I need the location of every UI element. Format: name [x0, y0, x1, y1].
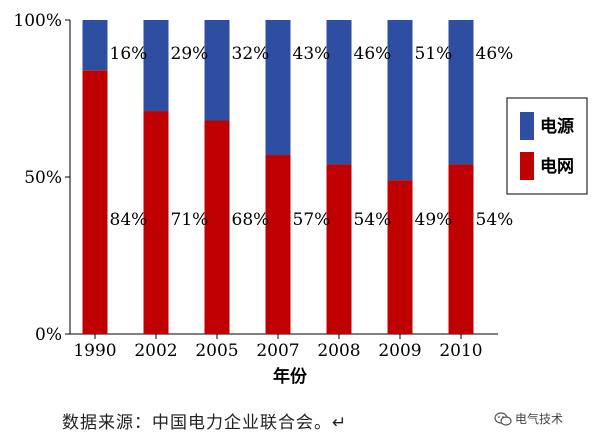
data-label-grid: 54% [476, 210, 514, 230]
data-label-grid: 84% [110, 210, 148, 230]
data-label-grid: 54% [354, 210, 392, 230]
bar-labels: 16% 84% 29% 71% 32% 68% 43% 57% 46% 54% 51% 49% 46% 5… [110, 44, 514, 230]
bar-grid [265, 155, 291, 334]
x-tick-label: 2008 [317, 341, 360, 361]
bar-source [265, 20, 291, 156]
legend-box [506, 97, 588, 195]
x-tick-label: 2009 [378, 341, 421, 361]
data-label-source: 16% [110, 44, 148, 64]
data-label-source: 51% [415, 44, 453, 64]
x-tick-label: 1990 [73, 341, 116, 361]
bar-source [448, 20, 474, 165]
legend-swatch [520, 152, 534, 180]
bar-source [143, 20, 169, 112]
legend-label: 电源 [540, 116, 574, 137]
x-tick-label: 2002 [134, 341, 177, 361]
y-tick-label: 0% [35, 325, 62, 345]
data-label-source: 32% [232, 44, 270, 64]
watermark: 电气技术 [494, 410, 563, 427]
data-label-grid: 49% [415, 210, 453, 230]
x-tick-label: 2010 [439, 341, 482, 361]
bar-grid [448, 164, 474, 334]
watermark-text: 电气技术 [515, 412, 564, 426]
bar-grid [143, 111, 169, 334]
data-label-source: 43% [293, 44, 331, 64]
bar-source [387, 20, 413, 181]
data-label-source: 46% [354, 44, 392, 64]
bar-grid [326, 164, 352, 334]
bar-source [82, 20, 108, 71]
bar-source [204, 20, 230, 121]
y-tick-label: 50% [24, 168, 62, 188]
x-axis-title: 年份 [273, 366, 308, 387]
data-label-grid: 57% [293, 210, 331, 230]
wechat-icon [494, 411, 512, 426]
bar-source [326, 20, 352, 165]
bars [82, 20, 474, 335]
y-tick-label: 100% [13, 11, 62, 31]
data-label-source: 29% [171, 44, 209, 64]
data-label-source: 46% [476, 44, 514, 64]
stacked-bar-chart: 0% 50% 100% 16% 84% 29% 71% 32% 68% 43% 57% 46% 54%… [13, 11, 588, 387]
bar-grid [204, 120, 230, 334]
source-note: 数据来源：中国电力企业联合会。↵ [62, 413, 348, 433]
legend-swatch [520, 112, 534, 140]
y-ticks: 0% 50% 100% [13, 11, 70, 345]
x-tick-label: 2005 [195, 341, 238, 361]
data-label-grid: 71% [171, 210, 209, 230]
bar-grid [387, 180, 413, 334]
data-label-grid: 68% [232, 210, 270, 230]
bar-grid [82, 70, 108, 335]
x-tick-label: 2007 [256, 341, 299, 361]
legend-label: 电网 [540, 156, 574, 177]
x-ticks: 1990 2002 2005 2007 2008 2009 2010 [73, 334, 483, 361]
